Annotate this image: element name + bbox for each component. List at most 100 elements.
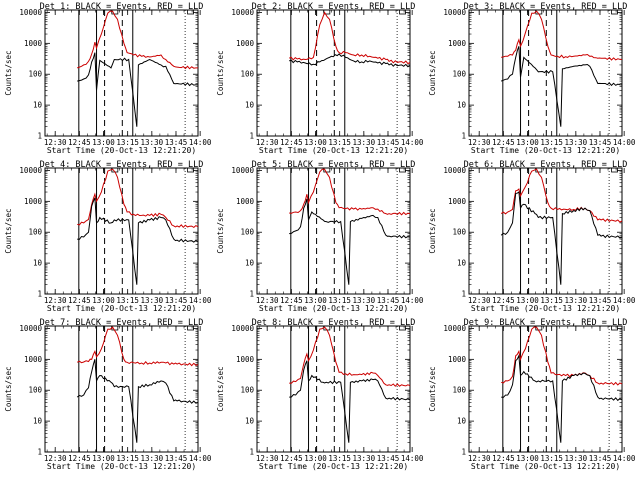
y-tick-label: 10 — [457, 417, 467, 426]
detector-panel: Det 1: BLACK = Events, RED = LLD 1 10 100 10… — [4, 2, 212, 155]
top-marker-box — [611, 167, 618, 173]
x-tick-label: 13:00 — [304, 454, 327, 463]
x-tick-label: 13:00 — [92, 296, 115, 305]
y-axis-label: Counts/sec — [216, 208, 225, 253]
y-tick-label: 1000 — [448, 39, 467, 48]
y-tick-label: 1 — [249, 448, 254, 457]
panel-title: Det 2: BLACK = Events, RED = LLD — [252, 2, 416, 12]
x-tick-label: 12:45 — [492, 454, 515, 463]
top-marker-box — [187, 325, 194, 331]
lld-series-line — [501, 326, 623, 386]
x-tick-label: 12:30 — [44, 138, 67, 147]
y-tick-label: 10 — [33, 101, 43, 110]
y-tick-label: 1 — [461, 290, 466, 299]
y-tick-label: 10 — [33, 259, 43, 268]
x-axis-label: Start Time (20-Oct-13 12:21:20) — [259, 462, 408, 471]
x-tick-label: 12:45 — [492, 138, 515, 147]
x-tick-label: 13:15 — [116, 454, 139, 463]
y-tick-label: 1000 — [24, 39, 43, 48]
lld-series-line — [289, 168, 411, 216]
x-tick-label: 14:00 — [401, 454, 424, 463]
y-tick-label: 1 — [37, 132, 42, 141]
events-series-line — [500, 191, 623, 285]
panel-title: Det 8: BLACK = Events, RED = LLD — [252, 318, 416, 328]
x-tick-label: 14:00 — [613, 138, 636, 147]
events-series-line — [77, 52, 199, 127]
top-marker-box — [399, 167, 406, 173]
y-tick-label: 1000 — [24, 197, 43, 206]
panel-title: Det 6: BLACK = Events, RED = LLD — [464, 160, 628, 170]
plot-frame — [44, 325, 199, 453]
y-tick-label: 1 — [37, 448, 42, 457]
y-tick-label: 1000 — [24, 355, 43, 364]
lld-series-line — [76, 326, 199, 367]
y-tick-label: 10000 — [231, 8, 254, 17]
x-axis-label: Start Time (20-Oct-13 12:21:20) — [471, 304, 620, 313]
y-tick-label: 100 — [452, 70, 466, 79]
top-marker-box — [611, 325, 618, 331]
y-axis-label: Counts/sec — [4, 208, 13, 253]
x-tick-label: 13:00 — [304, 296, 327, 305]
y-tick-label: 100 — [240, 386, 254, 395]
top-marker-box — [323, 167, 331, 173]
x-tick-label: 13:00 — [304, 138, 327, 147]
x-tick-label: 12:45 — [280, 138, 303, 147]
x-tick-label: 14:00 — [189, 296, 212, 305]
y-tick-label: 100 — [240, 70, 254, 79]
lld-series-line — [289, 326, 411, 387]
y-tick-label: 10 — [245, 101, 255, 110]
x-tick-label: 13:45 — [377, 296, 400, 305]
y-axis-label: Counts/sec — [216, 366, 225, 411]
x-tick-label: 12:30 — [256, 138, 279, 147]
x-tick-label: 12:30 — [256, 296, 279, 305]
x-tick-label: 12:30 — [468, 454, 491, 463]
y-tick-label: 10 — [245, 259, 255, 268]
x-axis-label: Start Time (20-Oct-13 12:21:20) — [471, 462, 620, 471]
y-tick-label: 10000 — [19, 166, 42, 175]
plot-frame — [468, 167, 623, 295]
y-tick-label: 10 — [33, 417, 43, 426]
y-tick-label: 1 — [461, 132, 466, 141]
y-tick-label: 1 — [249, 132, 254, 141]
events-series-line — [77, 197, 199, 285]
x-tick-label: 13:00 — [516, 454, 539, 463]
y-tick-label: 100 — [240, 228, 254, 237]
x-tick-label: 13:30 — [565, 138, 588, 147]
plot-frame — [468, 325, 623, 453]
x-axis-label: Start Time (20-Oct-13 12:21:20) — [259, 304, 408, 313]
x-axis-label: Start Time (20-Oct-13 12:21:20) — [471, 146, 620, 155]
events-series-line — [289, 198, 411, 285]
plot-frame — [256, 9, 411, 137]
y-tick-label: 10 — [245, 417, 255, 426]
x-tick-label: 12:30 — [44, 454, 67, 463]
y-tick-label: 100 — [452, 228, 466, 237]
x-tick-label: 13:45 — [377, 138, 400, 147]
detector-panel: Det 6: BLACK = Events, RED = LLD 1 10 100 10… — [428, 160, 636, 313]
x-tick-label: 13:30 — [141, 138, 164, 147]
panel-title: Det 9: BLACK = Events, RED = LLD — [464, 318, 628, 328]
panel-title: Det 5: BLACK = Events, RED = LLD — [252, 160, 416, 170]
y-tick-label: 1000 — [236, 39, 255, 48]
top-marker-box — [399, 9, 406, 15]
plot-frame — [468, 9, 623, 137]
x-tick-label: 12:45 — [280, 296, 303, 305]
lld-series-line — [288, 11, 411, 65]
x-tick-label: 12:45 — [492, 296, 515, 305]
x-tick-label: 13:30 — [141, 454, 164, 463]
x-axis-label: Start Time (20-Oct-13 12:21:20) — [259, 146, 408, 155]
plot-frame — [256, 167, 411, 295]
x-tick-label: 13:45 — [165, 296, 188, 305]
events-series-line — [501, 353, 623, 443]
x-tick-label: 13:15 — [116, 296, 139, 305]
y-axis-label: Counts/sec — [428, 208, 437, 253]
y-tick-label: 10000 — [443, 324, 466, 333]
y-tick-label: 1000 — [236, 355, 255, 364]
x-tick-label: 14:00 — [613, 296, 636, 305]
x-tick-label: 13:45 — [589, 296, 612, 305]
plot-frame — [256, 325, 411, 453]
panel-title: Det 7: BLACK = Events, RED = LLD — [40, 318, 204, 328]
x-tick-label: 13:45 — [165, 138, 188, 147]
plot-frame — [44, 9, 199, 137]
x-tick-label: 13:30 — [353, 296, 376, 305]
y-tick-label: 10000 — [231, 166, 254, 175]
